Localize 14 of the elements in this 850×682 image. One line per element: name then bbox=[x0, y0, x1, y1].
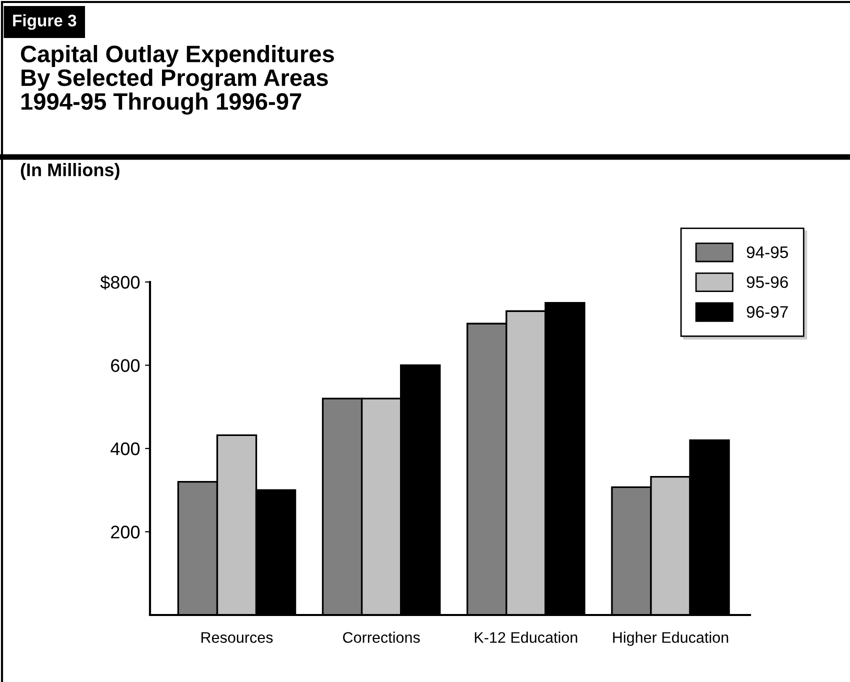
y-tick-label: 200 bbox=[111, 526, 140, 538]
legend-label: 95-96 bbox=[746, 276, 788, 288]
caption: Figure 3 bbox=[13, 14, 76, 30]
y-tick-label: $800 bbox=[100, 275, 140, 290]
x-tick-label: Higher Education bbox=[613, 632, 728, 646]
legend-label: 94-95 bbox=[746, 246, 788, 258]
x-tick-label: Resources bbox=[201, 632, 273, 643]
legend-label: 96-97 bbox=[746, 306, 788, 318]
chart-subtitle: (In Millions) bbox=[20, 163, 120, 180]
chart-title: Capital Outlay Expenditures By Selected Program Areas 1994-95 Through 1996-97 bbox=[20, 45, 334, 115]
y-tick-label: 400 bbox=[110, 442, 140, 456]
y-tick-label: 600 bbox=[111, 359, 140, 372]
x-tick-label: K-12 Education bbox=[474, 632, 578, 643]
x-tick-label: Corrections bbox=[343, 632, 420, 643]
